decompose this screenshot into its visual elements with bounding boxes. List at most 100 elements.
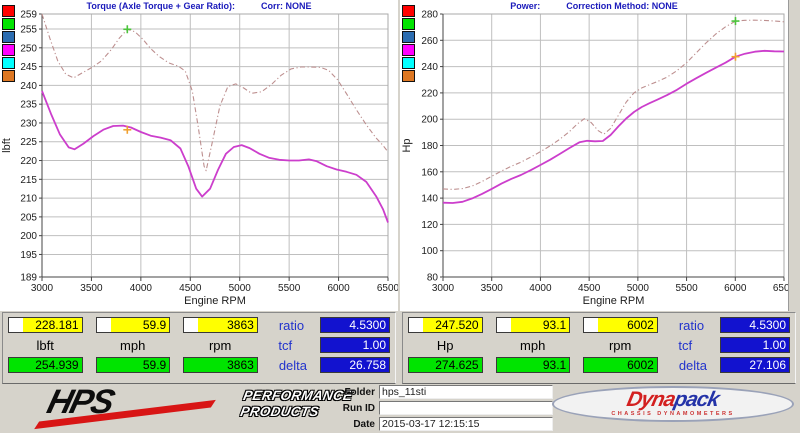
torque-reference-speed: 59.9 (95, 357, 171, 373)
power-run-legend (402, 5, 415, 82)
legend-swatch[interactable] (2, 44, 15, 56)
folder-input[interactable] (379, 385, 553, 399)
power-cursor-rpm: 6002 (583, 317, 658, 333)
power-reference-run (442, 19, 785, 190)
legend-swatch[interactable] (402, 44, 415, 56)
svg-text:189: 189 (20, 273, 37, 284)
hps-logo-mark: HPS (34, 383, 220, 430)
torque-cursor-row: 228.181 59.9 3863 ratio 4.5300 (3, 317, 395, 333)
cursor-marker (731, 17, 740, 26)
ratio-label: ratio (678, 317, 705, 333)
run-info-fields: Folder Run ID Date (337, 385, 553, 433)
svg-text:6000: 6000 (724, 283, 747, 294)
hps-logo: HPS PERFORMANCE PRODUCTS (34, 383, 354, 430)
torque-cursor-speed: 59.9 (95, 317, 171, 333)
svg-text:5000: 5000 (229, 283, 252, 294)
power-correction-label: Correction Method: NONE (566, 1, 678, 11)
svg-text:280: 280 (421, 10, 438, 21)
power-cursor-row: 247.520 93.1 6002 ratio 4.5300 (403, 317, 795, 333)
delta-label: delta (678, 357, 708, 373)
torque-reference-value: 254.939 (8, 357, 83, 373)
torque-cursor-rpm: 3863 (183, 317, 258, 333)
date-input[interactable] (379, 417, 553, 431)
run-id-field-row: Run ID (337, 401, 553, 415)
svg-text:100: 100 (421, 246, 438, 257)
svg-text:200: 200 (421, 115, 438, 126)
svg-text:240: 240 (20, 81, 37, 92)
dynapack-pack-text: pack (672, 388, 722, 412)
legend-swatch[interactable] (2, 31, 15, 43)
svg-text:215: 215 (20, 175, 37, 186)
svg-text:205: 205 (20, 212, 37, 223)
torque-correction-label: Corr: NONE (260, 1, 312, 11)
svg-text:235: 235 (20, 100, 37, 111)
legend-swatch[interactable] (402, 57, 415, 69)
svg-text:3500: 3500 (80, 283, 103, 294)
power-reference-speed: 93.1 (495, 357, 571, 373)
svg-text:5000: 5000 (627, 283, 650, 294)
svg-text:6500: 6500 (773, 283, 788, 294)
rpm-unit-label: rpm (208, 337, 232, 353)
svg-text:6000: 6000 (327, 283, 350, 294)
legend-swatch[interactable] (402, 70, 415, 82)
dynapack-dyna-text: Dyna (625, 388, 678, 412)
folder-field-row: Folder (337, 385, 553, 399)
cursor-marker (123, 25, 132, 34)
tcf-label: tcf (278, 337, 293, 353)
torque-chart-panel: Torque (Axle Torque + Gear Ratio): Corr:… (0, 0, 398, 311)
torque-chart[interactable]: 3000 3500 4000 4500 5000 5500 6000 6500 259 255 25… (0, 8, 398, 310)
legend-swatch[interactable] (2, 57, 15, 69)
dynapack-logo: Dynapack CHASSIS DYNAMOMETERS (552, 386, 794, 422)
svg-text:3500: 3500 (481, 283, 504, 294)
svg-text:220: 220 (20, 156, 37, 167)
svg-text:250: 250 (20, 43, 37, 54)
svg-text:lbft: lbft (1, 138, 13, 153)
power-cursor-value: 247.520 (408, 317, 483, 333)
power-chart-panel: Power: Correction Method: NONE (400, 0, 789, 311)
torque-cursor-value: 228.181 (8, 317, 83, 333)
run-id-input[interactable] (379, 401, 553, 415)
power-current-run (442, 49, 785, 204)
legend-swatch[interactable] (2, 70, 15, 82)
svg-text:4000: 4000 (130, 283, 153, 294)
legend-swatch[interactable] (2, 18, 15, 30)
delta-value: 27.106 (720, 357, 791, 373)
svg-text:255: 255 (20, 25, 37, 36)
tcf-value: 1.00 (719, 337, 791, 353)
legend-swatch[interactable] (2, 5, 15, 17)
power-reference-value: 274.625 (408, 357, 483, 373)
svg-text:Engine RPM: Engine RPM (583, 295, 645, 307)
svg-text:230: 230 (20, 118, 37, 129)
svg-text:Engine RPM: Engine RPM (184, 295, 246, 307)
torque-current-run (41, 90, 389, 223)
legend-swatch[interactable] (402, 18, 415, 30)
power-chart-title: Power: (510, 1, 541, 11)
svg-text:140: 140 (421, 194, 438, 205)
speed-unit-label: mph (120, 337, 146, 353)
svg-text:Hp: Hp (401, 138, 413, 152)
svg-text:4000: 4000 (529, 283, 552, 294)
dynapack-subtitle: CHASSIS DYNAMOMETERS (611, 410, 735, 417)
power-reference-rpm: 6002 (583, 357, 658, 373)
power-chart[interactable]: 3000 3500 4000 4500 5000 5500 6000 6500 280 260 24… (400, 8, 788, 310)
ratio-label: ratio (278, 317, 305, 333)
legend-swatch[interactable] (402, 5, 415, 17)
tcf-value: 1.00 (319, 337, 391, 353)
svg-text:3000: 3000 (31, 283, 54, 294)
svg-text:240: 240 (421, 62, 438, 73)
ratio-value: 4.5300 (320, 317, 391, 333)
delta-value: 26.758 (320, 357, 391, 373)
torque-units-row: lbft mph rpm tcf 1.00 (3, 337, 395, 353)
dynapack-wordmark: Dynapack (625, 388, 722, 412)
svg-text:160: 160 (421, 167, 438, 178)
date-field-row: Date (337, 417, 553, 431)
power-cursor-speed: 93.1 (495, 317, 571, 333)
svg-text:4500: 4500 (179, 283, 202, 294)
torque-reference-run (41, 13, 389, 172)
torque-reference-rpm: 3863 (183, 357, 258, 373)
svg-text:5500: 5500 (278, 283, 301, 294)
legend-swatch[interactable] (402, 31, 415, 43)
svg-text:3000: 3000 (432, 283, 455, 294)
date-label: Date (353, 418, 375, 430)
